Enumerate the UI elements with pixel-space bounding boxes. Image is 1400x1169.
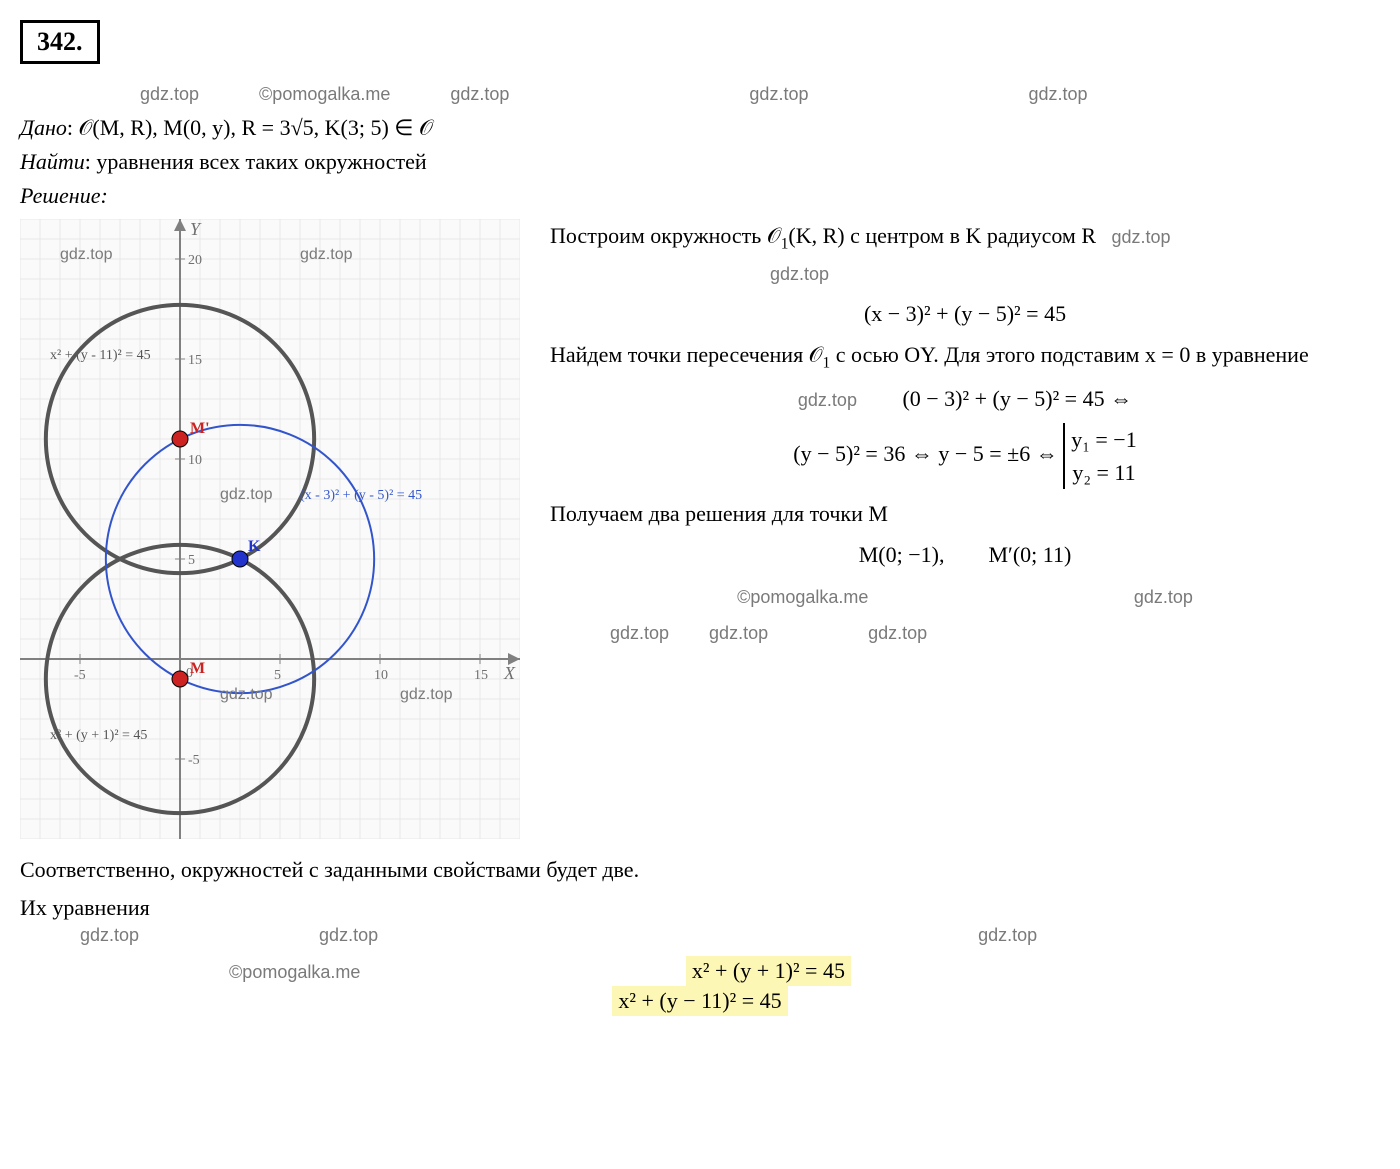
svg-text:5: 5 [274, 668, 281, 683]
answer-1: x² + (y + 1)² = 45 [686, 956, 851, 986]
final-line-1: Соответственно, окружностей с заданными … [20, 857, 1380, 883]
wm: gdz.top [1028, 84, 1087, 105]
p1b: (K, R) с центром в K радиусом R [788, 223, 1096, 248]
svg-text:-5: -5 [188, 753, 200, 768]
wm: gdz.top [749, 84, 808, 105]
solution-label: Решение: [20, 183, 1380, 209]
svg-text:10: 10 [374, 668, 388, 683]
svg-text:gdz.top: gdz.top [300, 246, 353, 263]
y1: y₁ = −1 [1071, 427, 1136, 452]
solution-text: Построим окружность 𝒪1(K, R) с центром в… [550, 219, 1380, 657]
eq4b: M′(0; 11) [988, 542, 1071, 567]
wm: gdz.top [319, 925, 378, 946]
equation: (y − 5)² = 36 ⇔ y − 5 = ±6 ⇔ y₁ = −1 y₂ … [550, 423, 1380, 489]
given-line: Дано: 𝒪(M, R), M(0, y), R = 3√5, K(3; 5)… [20, 115, 1380, 141]
coordinate-graph: XY-551015-551015200x² + (y - 11)² = 45x²… [20, 219, 520, 839]
wm: gdz.top [450, 84, 509, 105]
svg-text:20: 20 [188, 253, 202, 268]
svg-text:-5: -5 [74, 668, 86, 683]
wm: gdz.top [1134, 587, 1193, 607]
equation: M(0; −1), M′(0; 11) [550, 538, 1380, 571]
given-label: Дано [20, 115, 67, 140]
wm-row: ©pomogalka.me gdz.top [550, 579, 1380, 612]
wm: gdz.top [709, 620, 768, 647]
svg-text:gdz.top: gdz.top [220, 486, 273, 503]
p2a: Найдем точки пересечения 𝒪 [550, 342, 823, 367]
find-text: : уравнения всех таких окружностей [85, 149, 427, 174]
solution-label-text: Решение [20, 183, 100, 208]
wm: gdz.top [868, 620, 927, 647]
wm: ©pomogalka.me [229, 962, 360, 982]
svg-text:(x - 3)² + (y - 5)² = 45: (x - 3)² + (y - 5)² = 45 [300, 488, 422, 503]
svg-text:gdz.top: gdz.top [60, 246, 113, 263]
graph-column: XY-551015-551015200x² + (y - 11)² = 45x²… [20, 219, 540, 845]
svg-text:M': M' [190, 420, 210, 437]
eq4a: M(0; −1), [859, 542, 945, 567]
svg-text:5: 5 [188, 553, 195, 568]
wm: gdz.top [1112, 227, 1171, 247]
svg-text:15: 15 [188, 353, 202, 368]
svg-text:gdz.top: gdz.top [400, 686, 453, 703]
wm: ©pomogalka.me [259, 84, 390, 105]
svg-text:x² + (y + 1)² = 45: x² + (y + 1)² = 45 [50, 728, 147, 743]
final-line-2: Их уравнения [20, 895, 1380, 921]
svg-text:X: X [503, 663, 516, 683]
eq3a: (y − 5)² = 36 ⇔ y − 5 = ±6 ⇔ [793, 441, 1063, 466]
wm-row: gdz.top gdz.top gdz.top [610, 620, 1380, 647]
paragraph: Получаем два решения для точки M [550, 497, 1380, 530]
watermark-row-top: gdz.top ©pomogalka.me gdz.top gdz.top gd… [140, 84, 1380, 105]
wm: gdz.top [80, 925, 139, 946]
svg-text:gdz.top: gdz.top [220, 686, 273, 703]
eq2: (0 − 3)² + (y − 5)² = 45 ⇔ [902, 386, 1132, 411]
wm-row-bottom: gdz.top gdz.top gdz.top [80, 925, 1380, 946]
find-label: Найти [20, 149, 85, 174]
paragraph: Построим окружность 𝒪1(K, R) с центром в… [550, 219, 1380, 289]
p1a: Построим окружность 𝒪 [550, 223, 781, 248]
svg-text:10: 10 [188, 453, 202, 468]
equation: (x − 3)² + (y − 5)² = 45 [550, 297, 1380, 330]
problem-number: 342. [20, 20, 100, 64]
svg-text:M: M [190, 660, 205, 677]
bracket-icon: y₁ = −1 y₂ = 11 [1063, 423, 1136, 489]
wm: gdz.top [610, 620, 669, 647]
p2b: с осью OY. Для этого подставим x = 0 в у… [830, 342, 1308, 367]
wm: gdz.top [140, 84, 199, 105]
svg-text:K: K [248, 538, 261, 555]
y2: y₂ = 11 [1072, 460, 1135, 485]
svg-text:15: 15 [474, 668, 488, 683]
two-column: XY-551015-551015200x² + (y - 11)² = 45x²… [20, 219, 1380, 845]
svg-text:x² + (y - 11)² = 45: x² + (y - 11)² = 45 [50, 348, 151, 363]
given-text: : 𝒪(M, R), M(0, y), R = 3√5, K(3; 5) ∈ 𝒪 [67, 115, 433, 140]
wm: ©pomogalka.me [737, 587, 868, 607]
equation: gdz.top (0 − 3)² + (y − 5)² = 45 ⇔ [550, 382, 1380, 415]
answer-2: x² + (y − 11)² = 45 [612, 986, 787, 1016]
wm: gdz.top [798, 390, 857, 410]
wm: gdz.top [770, 264, 829, 284]
paragraph: Найдем точки пересечения 𝒪1 с осью OY. Д… [550, 338, 1380, 375]
find-line: Найти: уравнения всех таких окружностей [20, 149, 1380, 175]
wm: gdz.top [978, 925, 1037, 946]
answer-block: ©pomogalka.me x² + (y + 1)² = 45 x² + (y… [20, 956, 1380, 1016]
